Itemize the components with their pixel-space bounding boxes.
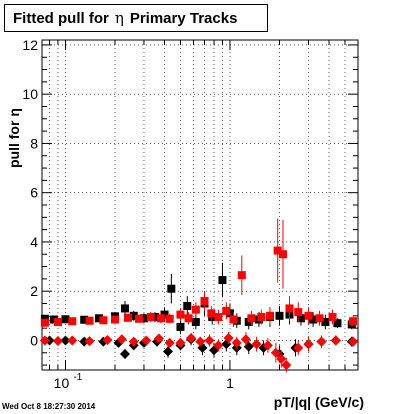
chart-title: Fitted pull for η Primary Tracks <box>13 9 237 27</box>
data-point-square <box>333 319 342 328</box>
title-prefix: Fitted pull for <box>13 10 109 27</box>
y-tick-label: 6 <box>30 185 38 201</box>
data-point-square <box>135 314 144 323</box>
data-point-square <box>265 311 274 320</box>
data-point-diamond <box>67 335 78 346</box>
data-point-diamond <box>195 336 206 347</box>
y-tick-label: 10 <box>22 86 38 102</box>
data-point-diamond <box>276 353 287 364</box>
timestamp: Wed Oct 8 18:27:30 2014 <box>2 402 96 411</box>
data-point-square <box>176 322 185 331</box>
data-point-square <box>273 246 282 255</box>
data-point-square <box>218 276 227 285</box>
data-point-square <box>278 250 287 259</box>
data-point-square <box>167 284 176 293</box>
data-point-diamond <box>262 340 273 351</box>
data-point-square <box>285 304 294 313</box>
data-point-diamond <box>213 340 224 351</box>
data-point-diamond <box>251 339 262 350</box>
data-point-square <box>237 271 246 280</box>
data-point-square <box>257 313 266 322</box>
data-point-diamond <box>316 336 327 347</box>
data-point-square <box>129 311 138 320</box>
y-tick-label: 4 <box>30 234 38 250</box>
data-point-diamond <box>175 337 186 348</box>
data-point-square <box>349 317 358 326</box>
data-point-square <box>176 310 185 319</box>
data-point-square <box>124 313 133 322</box>
data-point-diamond <box>270 347 281 358</box>
x-tick-label: 1 <box>226 375 234 391</box>
data-point-diamond <box>164 337 175 348</box>
data-point-square <box>214 313 223 322</box>
y-tick-label: 8 <box>30 135 38 151</box>
data-point-square <box>200 297 209 306</box>
data-point-diamond <box>186 332 197 343</box>
data-point-diamond <box>293 342 304 353</box>
data-point-diamond <box>153 333 164 344</box>
data-point-square <box>68 317 77 326</box>
data-point-diamond <box>330 335 341 346</box>
data-point-diamond <box>204 335 215 346</box>
data-point-square <box>275 311 284 320</box>
data-point-square <box>207 309 216 318</box>
data-point-square <box>296 314 305 323</box>
data-point-diamond <box>141 335 152 346</box>
data-point-square <box>80 315 89 324</box>
data-point-square <box>146 313 155 322</box>
data-point-square <box>49 315 58 324</box>
title-box: Fitted pull for η Primary Tracks <box>4 4 268 32</box>
data-point-diamond <box>60 335 71 346</box>
data-point-square <box>120 304 129 313</box>
data-point-diamond <box>163 346 174 357</box>
data-point-diamond <box>116 334 127 345</box>
data-point-diamond <box>39 335 50 346</box>
data-point-square <box>150 313 159 322</box>
data-point-square <box>95 314 104 323</box>
data-point-diamond <box>119 348 130 359</box>
data-point-diamond <box>231 337 242 348</box>
data-point-square <box>315 314 324 323</box>
data-point-square <box>156 314 165 323</box>
x-axis-label: pT/|q| (GeV/c) <box>273 394 364 410</box>
data-point-square <box>110 315 119 324</box>
y-tick-label: 0 <box>30 332 38 348</box>
data-point-square <box>304 311 313 320</box>
data-point-square <box>183 301 192 310</box>
data-point-square <box>40 318 49 327</box>
data-point-diamond <box>240 334 251 345</box>
y-tick-label: 2 <box>30 283 38 299</box>
x-tick-label-exponent: -1 <box>73 372 82 383</box>
data-point-square <box>321 317 330 326</box>
data-point-square <box>229 315 238 324</box>
data-point-square <box>247 314 256 323</box>
data-point-square <box>53 317 62 326</box>
data-point-square <box>99 316 108 325</box>
data-point-square <box>191 305 200 314</box>
data-point-diamond <box>223 332 234 343</box>
data-point-diamond <box>128 336 139 347</box>
title-symbol: η <box>114 9 124 27</box>
data-point-square <box>222 306 231 315</box>
data-point-square <box>165 314 174 323</box>
data-point-square <box>85 316 94 325</box>
title-suffix: Primary Tracks <box>129 10 238 27</box>
data-point-diamond <box>281 360 292 371</box>
data-point-square <box>309 315 318 324</box>
data-point-diamond <box>303 339 314 350</box>
data-point-square <box>61 315 70 324</box>
data-point-diamond <box>84 336 95 347</box>
x-tick-label: 10 <box>54 375 70 391</box>
y-tick-label: 12 <box>22 37 38 53</box>
data-point-square <box>328 313 337 322</box>
data-point-square <box>139 314 148 323</box>
data-point-diamond <box>348 336 359 347</box>
data-point-diamond <box>102 334 113 345</box>
data-point-square <box>184 314 193 323</box>
data-point-square <box>191 317 200 326</box>
data-point-square <box>294 308 303 317</box>
data-point-diamond <box>52 335 63 346</box>
